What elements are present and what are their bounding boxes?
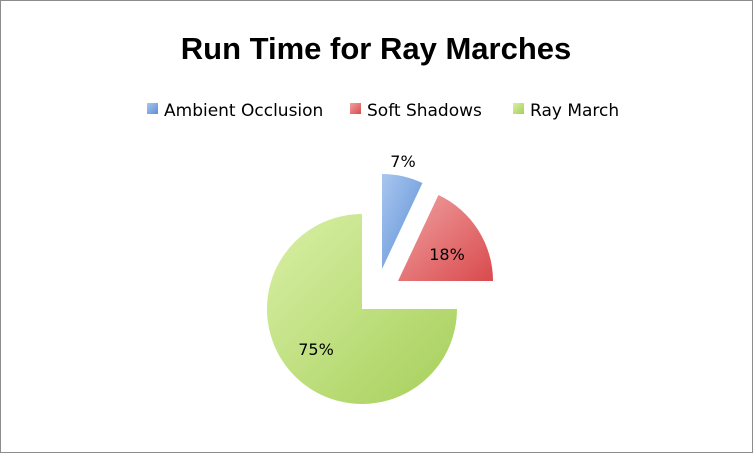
data-label-ambient-occlusion: 7% bbox=[390, 152, 415, 171]
pie-slice-soft-shadows bbox=[398, 195, 493, 281]
pie-slices bbox=[267, 174, 493, 404]
legend-label-ray-march: Ray March bbox=[530, 101, 619, 121]
chart-title: Run Time for Ray Marches bbox=[181, 31, 571, 66]
legend-swatch-ambient-occlusion bbox=[147, 103, 158, 114]
data-labels: 7% 18% 75% bbox=[298, 152, 465, 359]
legend: Ambient Occlusion Soft Shadows Ray March bbox=[147, 101, 619, 121]
legend-label-ambient-occlusion: Ambient Occlusion bbox=[164, 101, 323, 121]
data-label-ray-march: 75% bbox=[298, 340, 334, 359]
pie-slice-ray-march bbox=[267, 214, 457, 404]
legend-label-soft-shadows: Soft Shadows bbox=[367, 101, 482, 121]
data-label-soft-shadows: 18% bbox=[429, 245, 465, 264]
pie-slice-ambient-occlusion bbox=[382, 174, 423, 269]
legend-swatch-soft-shadows bbox=[350, 103, 361, 114]
legend-swatch-ray-march bbox=[513, 103, 524, 114]
